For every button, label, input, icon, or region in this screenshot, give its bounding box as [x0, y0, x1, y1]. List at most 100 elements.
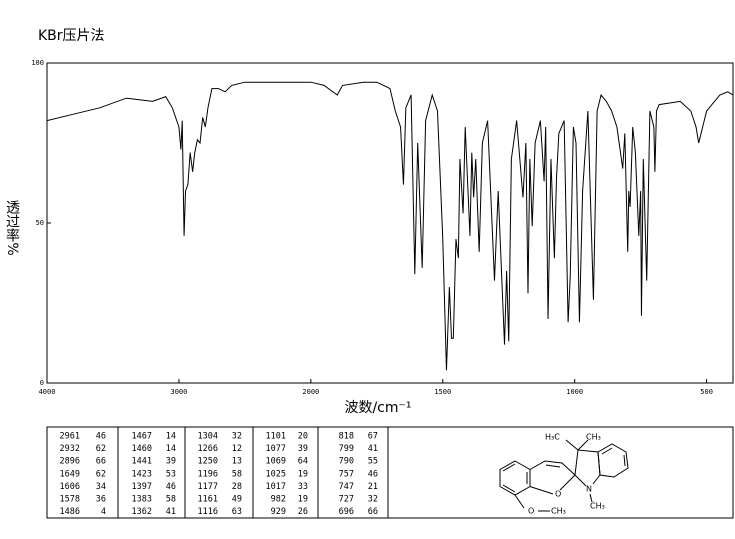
y-axis-label: 透过率% — [4, 200, 20, 255]
spectrum-line — [46, 81, 734, 371]
x-tick-label: 1500 — [434, 388, 451, 396]
peak-transmittance: 12 — [232, 444, 242, 454]
peak-transmittance: 66 — [368, 507, 378, 517]
peak-wavenumber: 790 — [339, 457, 354, 467]
x-tick-label: 2000 — [302, 388, 319, 396]
bond — [577, 439, 589, 451]
atom-label: O — [528, 507, 534, 516]
x-axis-label: 波数/cm⁻¹ — [344, 400, 411, 416]
structure — [499, 439, 629, 512]
bond — [529, 486, 554, 495]
bond — [623, 454, 626, 467]
peak-transmittance: 62 — [96, 469, 106, 479]
peak-wavenumber: 1116 — [198, 507, 218, 517]
peak-transmittance: 4 — [101, 507, 106, 517]
peak-wavenumber: 757 — [339, 469, 354, 479]
peak-transmittance: 26 — [298, 507, 308, 517]
peak-wavenumber: 1649 — [60, 469, 80, 479]
table-frame — [46, 426, 734, 519]
peak-wavenumber: 1177 — [198, 482, 218, 492]
peak-wavenumber: 696 — [339, 507, 354, 517]
bond — [545, 464, 561, 468]
peak-wavenumber: 1441 — [132, 457, 152, 467]
peak-transmittance: 14 — [166, 432, 176, 442]
atom-label: CH₃ — [590, 502, 605, 511]
peak-transmittance: 19 — [298, 495, 308, 505]
peak-wavenumber: 727 — [339, 495, 354, 505]
x-tick-label: 3000 — [170, 388, 187, 396]
peak-transmittance: 32 — [232, 432, 242, 442]
peak-wavenumber: 2961 — [60, 432, 80, 442]
peak-wavenumber: 1077 — [266, 444, 286, 454]
peak-transmittance: 20 — [298, 432, 308, 442]
peak-transmittance: 36 — [96, 495, 106, 505]
peak-wavenumber: 1069 — [266, 457, 286, 467]
atom-label: O — [555, 490, 561, 499]
peak-transmittance: 46 — [166, 482, 176, 492]
peak-wavenumber: 1362 — [132, 507, 152, 517]
peak-transmittance: 53 — [166, 469, 176, 479]
peak-wavenumber: 1161 — [198, 495, 218, 505]
peak-wavenumber: 818 — [339, 432, 354, 442]
peak-transmittance: 41 — [166, 507, 176, 517]
peak-wavenumber: 2896 — [60, 457, 80, 467]
y-tick-label: 50 — [36, 219, 44, 227]
peak-wavenumber: 799 — [339, 444, 354, 454]
peak-transmittance: 63 — [232, 507, 242, 517]
bond — [502, 484, 516, 493]
peak-transmittance: 28 — [232, 482, 242, 492]
x-tick-label: 4000 — [39, 388, 56, 396]
peak-transmittance: 66 — [96, 457, 106, 467]
peak-wavenumber: 1397 — [132, 482, 152, 492]
bond — [574, 474, 587, 487]
peak-wavenumber: 1423 — [132, 469, 152, 479]
peak-transmittance: 13 — [232, 457, 242, 467]
peak-wavenumber: 1578 — [60, 495, 80, 505]
peak-wavenumber: 1101 — [266, 432, 286, 442]
peak-wavenumber: 1383 — [132, 495, 152, 505]
atom-label: CH₃ — [586, 433, 601, 442]
bond — [601, 447, 613, 455]
peak-transmittance: 19 — [298, 469, 308, 479]
bond — [589, 493, 593, 503]
peak-wavenumber: 747 — [339, 482, 354, 492]
peak-wavenumber: 1606 — [60, 482, 80, 492]
peak-wavenumber: 1250 — [198, 457, 218, 467]
peak-wavenumber: 2932 — [60, 444, 80, 454]
peak-transmittance: 67 — [368, 432, 378, 442]
peak-transmittance: 55 — [368, 457, 378, 467]
bond — [529, 460, 576, 491]
peak-transmittance: 46 — [96, 432, 106, 442]
peak-transmittance: 62 — [96, 444, 106, 454]
peak-wavenumber: 929 — [271, 507, 286, 517]
peak-transmittance: 39 — [298, 444, 308, 454]
atom-label: CH₃ — [551, 507, 566, 516]
bond — [514, 494, 525, 509]
bond — [597, 443, 629, 478]
peak-wavenumber: 1025 — [266, 469, 286, 479]
peak-wavenumber: 982 — [271, 495, 286, 505]
peak-transmittance: 49 — [232, 495, 242, 505]
peak-transmittance: 33 — [298, 482, 308, 492]
chart-title: KBr压片法 — [38, 28, 105, 44]
peak-table — [46, 426, 734, 519]
peak-wavenumber: 1017 — [266, 482, 286, 492]
peak-transmittance: 58 — [232, 469, 242, 479]
peak-wavenumber: 1486 — [60, 507, 80, 517]
peak-wavenumber: 1460 — [132, 444, 152, 454]
bond — [502, 463, 516, 472]
peak-wavenumber: 1304 — [198, 432, 218, 442]
y-tick-label: 0 — [40, 379, 44, 387]
peak-transmittance: 14 — [166, 444, 176, 454]
plot-frame — [46, 62, 734, 384]
peak-transmittance: 58 — [166, 495, 176, 505]
bond — [499, 460, 531, 496]
peak-transmittance: 21 — [368, 482, 378, 492]
peak-wavenumber: 1196 — [198, 469, 218, 479]
bond — [565, 439, 579, 451]
y-tick-label: 100 — [31, 59, 44, 67]
atom-label: N — [586, 485, 592, 494]
peak-transmittance: 64 — [298, 457, 308, 467]
peak-wavenumber: 1467 — [132, 432, 152, 442]
